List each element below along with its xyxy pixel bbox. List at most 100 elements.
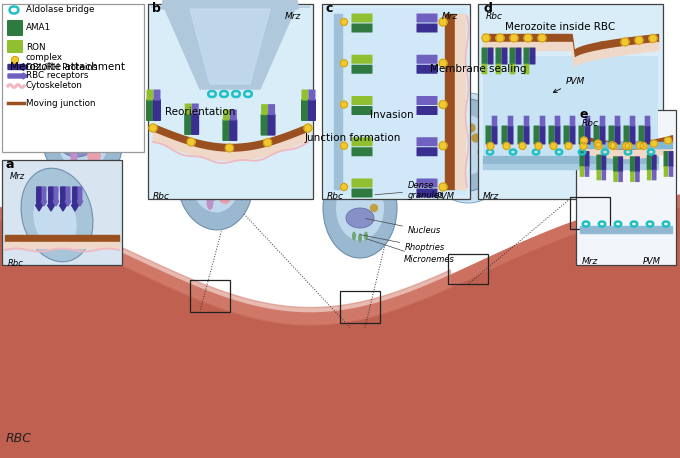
FancyArrow shape [8,73,28,79]
Ellipse shape [56,106,108,170]
Ellipse shape [364,231,368,240]
Circle shape [594,140,602,147]
FancyBboxPatch shape [594,125,600,145]
Ellipse shape [33,191,77,250]
Circle shape [510,34,518,42]
Circle shape [524,34,532,42]
Text: Rhoptries: Rhoptries [360,234,445,252]
Circle shape [90,121,99,131]
FancyBboxPatch shape [507,125,513,145]
FancyBboxPatch shape [596,170,601,180]
Text: Nucleus: Nucleus [366,218,441,235]
FancyBboxPatch shape [153,99,161,121]
FancyBboxPatch shape [223,109,230,120]
FancyBboxPatch shape [416,189,437,197]
FancyBboxPatch shape [492,125,498,145]
Text: Rbc: Rbc [8,259,24,268]
FancyBboxPatch shape [668,166,673,177]
FancyBboxPatch shape [267,114,275,136]
FancyBboxPatch shape [524,48,530,65]
Circle shape [574,76,582,84]
Circle shape [538,34,546,42]
Ellipse shape [358,234,362,242]
FancyBboxPatch shape [308,99,316,121]
FancyBboxPatch shape [481,48,488,65]
Circle shape [225,144,233,152]
FancyArrow shape [48,187,54,211]
Circle shape [86,111,95,120]
FancyBboxPatch shape [613,156,618,172]
Text: Mrz: Mrz [285,12,301,21]
FancyBboxPatch shape [630,116,635,126]
FancyBboxPatch shape [191,113,199,135]
FancyBboxPatch shape [352,106,373,115]
FancyBboxPatch shape [630,156,635,172]
FancyBboxPatch shape [579,125,585,145]
Circle shape [565,142,572,149]
FancyBboxPatch shape [416,137,437,146]
FancyBboxPatch shape [352,137,373,146]
FancyBboxPatch shape [618,171,623,182]
Circle shape [581,64,589,72]
FancyBboxPatch shape [524,116,529,126]
Circle shape [97,119,107,127]
Text: a: a [6,158,14,171]
Bar [322,4,470,199]
Circle shape [595,87,603,95]
Circle shape [341,18,347,26]
Text: AMA1: AMA1 [26,23,51,33]
Circle shape [350,185,358,191]
Text: Merozoite inside RBC: Merozoite inside RBC [505,22,615,32]
Circle shape [595,142,602,149]
FancyBboxPatch shape [416,23,437,33]
FancyBboxPatch shape [416,96,437,105]
Text: RON: RON [26,44,46,53]
Circle shape [582,89,590,97]
Ellipse shape [352,231,356,240]
Ellipse shape [41,88,122,188]
Circle shape [341,184,347,191]
Text: b: b [152,2,161,15]
Circle shape [478,148,486,156]
Ellipse shape [446,115,490,175]
FancyBboxPatch shape [416,147,437,156]
Circle shape [75,111,84,120]
Circle shape [480,130,488,138]
Ellipse shape [190,147,240,213]
FancyArrow shape [78,187,83,206]
FancyArrow shape [53,187,58,206]
Circle shape [664,137,671,144]
FancyBboxPatch shape [615,125,620,145]
FancyBboxPatch shape [585,116,590,126]
FancyBboxPatch shape [534,125,539,145]
FancyBboxPatch shape [492,116,497,126]
Ellipse shape [346,208,374,228]
Bar [190,280,230,312]
FancyBboxPatch shape [555,116,560,126]
FancyBboxPatch shape [486,125,492,145]
FancyBboxPatch shape [146,99,154,121]
Text: Aldolase bridge: Aldolase bridge [26,5,95,15]
FancyBboxPatch shape [222,119,231,141]
FancyBboxPatch shape [515,48,522,65]
Text: Reorientation: Reorientation [165,107,235,117]
Circle shape [467,124,475,132]
FancyBboxPatch shape [600,116,605,126]
Circle shape [216,182,222,188]
FancyBboxPatch shape [651,154,657,170]
FancyBboxPatch shape [184,113,192,135]
FancyBboxPatch shape [260,114,269,136]
FancyBboxPatch shape [481,64,488,74]
Text: Junction formation: Junction formation [305,133,401,143]
Circle shape [602,70,610,78]
FancyBboxPatch shape [185,104,192,114]
Ellipse shape [323,158,397,258]
Text: RBC: RBC [6,432,32,445]
FancyBboxPatch shape [618,156,623,172]
FancyBboxPatch shape [596,154,601,170]
Circle shape [609,142,615,149]
FancyBboxPatch shape [352,55,373,64]
Circle shape [219,192,231,204]
Circle shape [12,56,18,64]
Ellipse shape [336,175,384,240]
